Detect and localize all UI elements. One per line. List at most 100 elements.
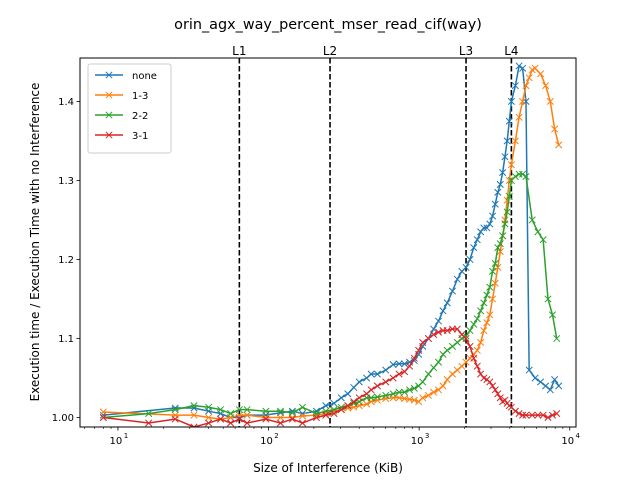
data-point	[522, 82, 530, 90]
data-point	[511, 172, 519, 181]
y-tick-label: 1.4	[58, 97, 74, 108]
data-point	[522, 97, 530, 106]
data-point	[395, 388, 403, 396]
data-point	[555, 141, 563, 149]
data-point	[546, 386, 554, 394]
data-point	[503, 208, 511, 216]
legend-marker	[105, 91, 113, 99]
series-2-2	[99, 170, 561, 422]
data-point	[243, 419, 251, 427]
data-point	[534, 228, 542, 236]
data-point	[243, 411, 251, 419]
legend-item-2-2: 2-2	[95, 111, 148, 122]
data-point	[542, 82, 550, 90]
data-point	[501, 220, 509, 228]
data-point	[443, 376, 451, 384]
data-point	[434, 328, 443, 336]
data-point	[483, 319, 491, 327]
data-point	[537, 378, 545, 386]
data-point	[389, 374, 397, 382]
data-point	[483, 291, 491, 299]
vline-label-l2: L2	[323, 44, 337, 58]
data-point	[477, 338, 485, 347]
legend-label: 3-1	[132, 131, 148, 142]
series-3-1	[99, 325, 561, 427]
data-point	[395, 360, 403, 368]
y-tick-label: 1.00	[52, 413, 74, 424]
data-point	[415, 346, 423, 354]
data-point	[99, 413, 107, 422]
data-point	[466, 342, 474, 350]
data-point	[491, 279, 499, 287]
data-point	[473, 346, 481, 354]
legend-item-none: none	[95, 71, 157, 82]
data-point	[542, 382, 550, 390]
data-point	[350, 398, 358, 406]
data-point	[419, 394, 427, 402]
data-point	[401, 388, 409, 396]
data-point	[373, 393, 381, 401]
data-point	[548, 411, 557, 419]
data-point	[298, 403, 307, 411]
data-point	[355, 394, 363, 402]
data-point	[494, 263, 502, 271]
data-point	[373, 382, 381, 390]
data-point	[555, 382, 563, 390]
data-point	[330, 399, 338, 407]
data-point	[430, 330, 438, 339]
series-line	[103, 65, 560, 419]
legend-marker	[105, 111, 113, 119]
data-point	[519, 170, 527, 178]
data-point	[489, 382, 497, 390]
data-point	[466, 327, 474, 335]
legend-label: 1-3	[132, 91, 148, 102]
data-point	[330, 410, 338, 418]
data-point	[553, 410, 561, 418]
data-point	[528, 216, 536, 224]
data-point	[355, 378, 363, 386]
data-point	[551, 376, 559, 384]
data-point	[551, 125, 559, 133]
data-point	[401, 360, 409, 368]
data-point	[227, 410, 235, 418]
plot-area: L1 L2 L3 L4	[79, 44, 577, 428]
data-point	[448, 287, 457, 295]
data-point	[486, 220, 494, 228]
data-point	[382, 378, 390, 386]
data-point	[424, 391, 432, 399]
data-point	[430, 325, 438, 333]
x-axis: 10 1 10 2 10 3 10 4	[84, 427, 581, 447]
data-point	[486, 311, 494, 319]
data-point	[511, 137, 519, 145]
data-point	[522, 172, 530, 181]
data-point	[480, 327, 488, 335]
data-point	[477, 370, 485, 378]
data-point	[424, 370, 432, 378]
data-point	[367, 386, 375, 394]
data-point	[344, 390, 352, 398]
data-point	[190, 402, 198, 410]
data-point	[171, 406, 179, 414]
y-tick-label: 1.3	[58, 176, 74, 187]
data-point	[363, 400, 371, 408]
data-point	[262, 415, 270, 423]
data-point	[534, 411, 542, 419]
data-point	[511, 82, 519, 90]
x-tick-exponent: 2	[274, 432, 278, 440]
data-point	[515, 62, 523, 70]
data-point	[227, 419, 235, 427]
data-point	[350, 383, 358, 392]
data-point	[489, 267, 497, 275]
data-point	[522, 411, 530, 419]
data-point	[367, 370, 375, 378]
data-point	[494, 188, 502, 196]
data-point	[539, 236, 547, 244]
data-point	[373, 396, 381, 404]
data-point	[235, 406, 243, 414]
data-point	[322, 411, 330, 419]
data-point	[276, 419, 285, 427]
data-point	[443, 346, 451, 354]
data-point	[470, 244, 478, 252]
data-point	[515, 410, 523, 418]
